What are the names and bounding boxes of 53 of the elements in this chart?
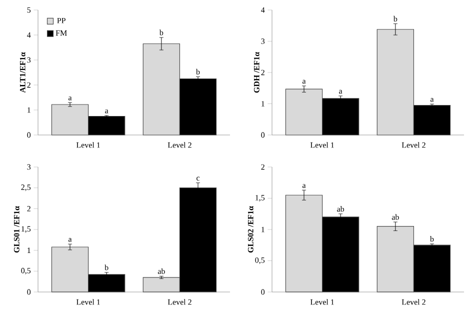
data-label: b — [393, 16, 398, 22]
y-tick-label: 1 — [262, 101, 264, 106]
x-tick-label: Level 2 — [402, 142, 426, 148]
legend-label: FM — [56, 30, 67, 36]
data-label: b — [104, 264, 108, 270]
x-tick-label: Level 1 — [310, 142, 334, 148]
y-tick-label: 2,5 — [21, 184, 31, 192]
x-tick-label: Level 1 — [310, 299, 334, 305]
y-tick-label: 3 — [261, 38, 265, 44]
y-tick-label: 1 — [28, 107, 30, 113]
data-label: a — [68, 96, 72, 100]
x-tick-label: Level 2 — [168, 142, 192, 148]
y-tick-label: 0,5 — [21, 268, 31, 274]
y-axis-title: GLS01 /EF1α — [14, 206, 20, 253]
y-tick-label: 4 — [27, 32, 31, 38]
x-tick-label: Level 1 — [76, 142, 100, 148]
y-tick-label: 3 — [27, 57, 31, 63]
data-label: ab — [392, 214, 399, 220]
y-tick-label: 1 — [262, 226, 264, 232]
data-label: a — [302, 80, 306, 84]
data-label: a — [302, 184, 306, 188]
y-tick-label: 4 — [261, 7, 265, 13]
y-tick-label: 2 — [27, 206, 30, 212]
data-label: a — [68, 238, 72, 242]
y-tick-label: 1 — [28, 248, 30, 253]
data-label: a — [105, 109, 108, 114]
y-tick-label: 1,5 — [256, 194, 265, 202]
y-tick-label: 2 — [261, 70, 264, 76]
data-label: b — [159, 30, 164, 36]
x-tick-label: Level 2 — [168, 299, 192, 305]
y-tick-label: 3 — [27, 164, 31, 170]
data-label: ab — [158, 268, 165, 274]
y-tick-label: 0 — [261, 289, 265, 295]
data-label: b — [430, 236, 434, 242]
y-tick-label: 0 — [27, 132, 31, 138]
y-tick-label: 0 — [27, 289, 31, 295]
y-axis-title: ALT1/EF1α — [20, 52, 26, 93]
y-tick-label: 5 — [27, 7, 31, 13]
y-axis-title: GLS02 /EF1α — [248, 206, 254, 253]
data-label: b — [196, 68, 200, 75]
y-tick-label: 2 — [261, 164, 264, 170]
data-label: a — [430, 98, 434, 102]
y-axis-title: GDH /EF1α — [254, 52, 260, 93]
data-label: c — [196, 176, 200, 181]
y-tick-label: 1,5 — [22, 226, 31, 233]
data-label: ab — [337, 206, 344, 212]
data-label: a — [339, 90, 342, 94]
legend-label: PP — [57, 18, 66, 24]
y-tick-label: 0 — [261, 132, 265, 138]
x-tick-label: Level 1 — [76, 299, 100, 305]
x-tick-label: Level 2 — [402, 299, 426, 305]
y-tick-label: 0,5 — [255, 257, 265, 264]
y-tick-label: 2 — [27, 82, 30, 88]
